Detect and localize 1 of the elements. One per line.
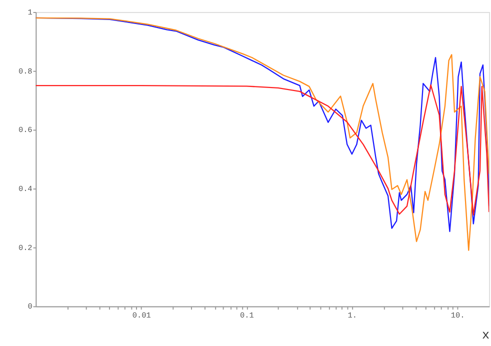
- x-axis-title: x: [482, 328, 490, 343]
